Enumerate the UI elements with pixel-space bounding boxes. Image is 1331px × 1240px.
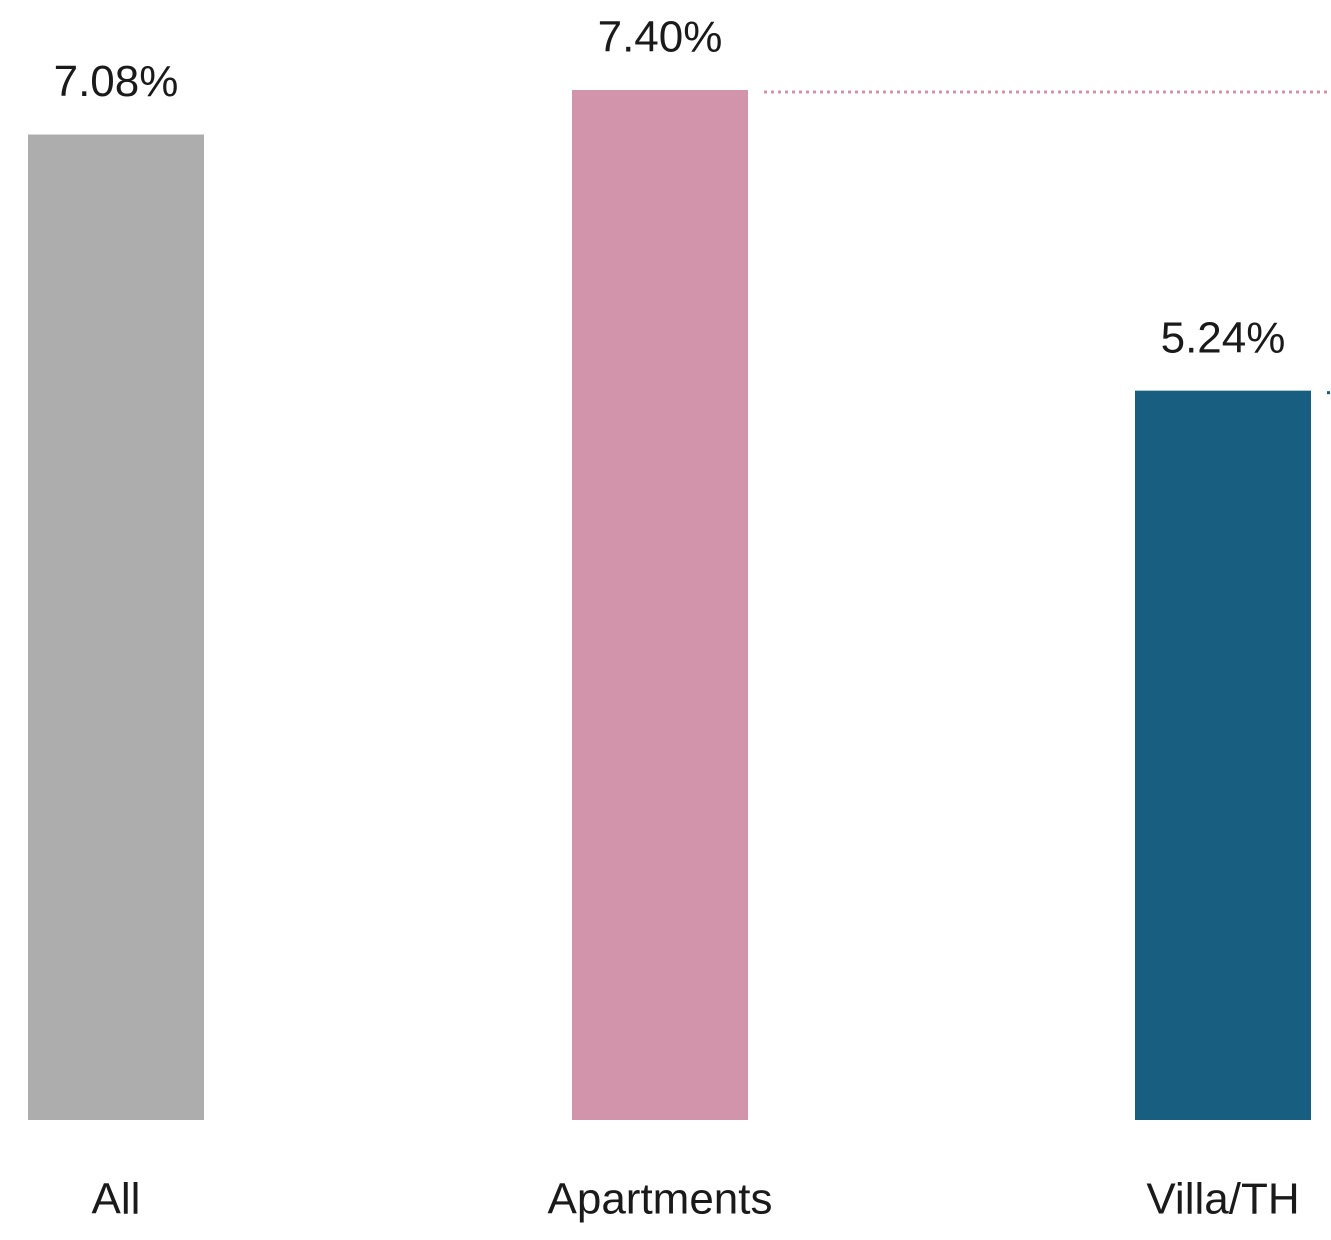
x-tick-label: Villa/TH xyxy=(1146,1175,1299,1224)
x-tick-label: Apartments xyxy=(548,1175,773,1224)
bar xyxy=(572,90,748,1120)
x-tick-label: All xyxy=(92,1175,141,1224)
bar xyxy=(28,134,204,1121)
value-label: 7.08% xyxy=(54,57,179,106)
value-label: 7.40% xyxy=(598,13,723,62)
bar xyxy=(1135,390,1311,1120)
value-label: 5.24% xyxy=(1161,313,1286,362)
